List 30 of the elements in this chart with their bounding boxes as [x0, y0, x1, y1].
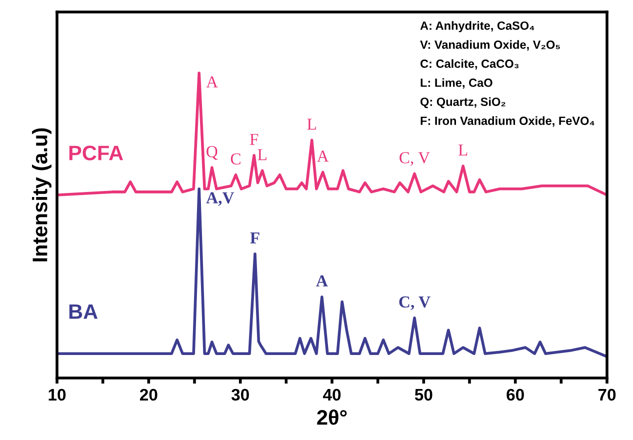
y-axis-title: Intensity (a.u) [32, 128, 52, 262]
x-tick-label: 70 [598, 388, 616, 401]
text: A: Anhydrite, CaSO₄ [420, 21, 534, 32]
annotation: L: Lime, CaO [420, 78, 492, 89]
annotation: C [230, 153, 240, 165]
annotation: C, V [399, 296, 430, 310]
x-tick-label: 10 [48, 388, 66, 401]
x-tick-label: 40 [322, 388, 341, 401]
x-axis-title: 2θ° [317, 410, 347, 425]
annotation: L [307, 118, 316, 130]
text: V: Vanadium Oxide, V₂O₅ [420, 40, 560, 51]
annotation: F: Iron Vanadium Oxide, FeVO₄ [420, 116, 594, 127]
annotation: F [250, 134, 258, 145]
annotation: A,V [206, 192, 234, 206]
series-label: PCFA [69, 146, 124, 160]
annotation: L [458, 144, 468, 156]
annotation: A [316, 275, 328, 286]
annotation: F [250, 232, 260, 244]
annotation: Q [206, 146, 218, 160]
annotation: Q: Quartz, SiO₂ [420, 97, 506, 108]
series-label: BA [69, 304, 98, 319]
x-tick-label: 20 [140, 388, 158, 401]
annotation: C, V [400, 152, 430, 166]
x-tick-label: 30 [231, 388, 249, 401]
annotation: A [206, 76, 218, 88]
x-tick-label: 60 [506, 388, 524, 401]
annotation: A [316, 150, 329, 162]
x-tick-label: 50 [414, 388, 432, 401]
text: C: Calcite, CaCO₃ [420, 59, 519, 70]
annotation: L [258, 149, 266, 160]
